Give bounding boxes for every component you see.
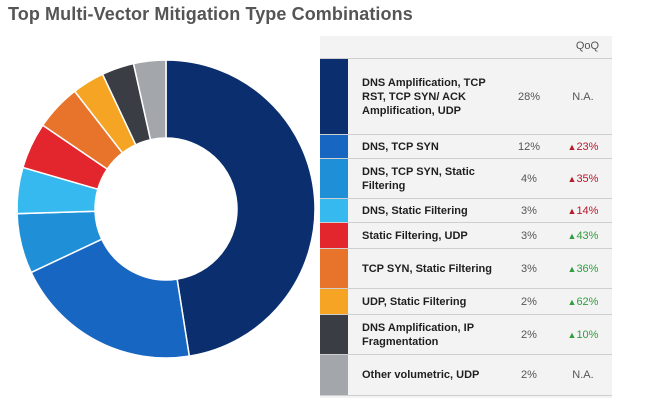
legend-swatch bbox=[320, 59, 348, 134]
share-value: 2% bbox=[521, 369, 537, 381]
qoq-text: 35% bbox=[576, 172, 599, 185]
legend-label: DNS, TCP SYN bbox=[362, 140, 439, 153]
legend-swatch bbox=[320, 289, 348, 314]
qoq-text: 10% bbox=[576, 328, 599, 341]
qoq-value: ▲14% bbox=[554, 205, 612, 217]
qoq-value: ▲43% bbox=[554, 230, 612, 242]
table-row: TCP SYN, Static Filtering 3% ▲36% bbox=[320, 249, 612, 289]
qoq-text: 62% bbox=[576, 295, 599, 308]
legend-label: DNS Amplification, IP Fragmentation bbox=[362, 321, 474, 348]
chart-title: Top Multi-Vector Mitigation Type Combina… bbox=[8, 4, 413, 24]
table-row: DNS Amplification, TCP RST, TCP SYN/ ACK… bbox=[320, 59, 612, 135]
arrow-up-icon: ▲ bbox=[567, 296, 577, 307]
share-value: 4% bbox=[521, 172, 537, 185]
legend-swatch bbox=[320, 249, 348, 288]
legend-table: DNS Amplification, TCP RST, TCP SYN/ ACK… bbox=[320, 59, 612, 396]
table-row: Static Filtering, UDP 3% ▲43% bbox=[320, 223, 612, 249]
legend-label: DNS, Static Filtering bbox=[362, 204, 468, 217]
qoq-value: ▲35% bbox=[554, 173, 612, 185]
donut-slice-9 bbox=[132, 59, 167, 141]
arrow-up-icon: ▲ bbox=[567, 329, 577, 340]
qoq-text: N.A. bbox=[572, 369, 594, 381]
legend-label: TCP SYN, Static Filtering bbox=[362, 262, 492, 275]
donut-slice-2 bbox=[30, 238, 191, 359]
arrow-up-icon: ▲ bbox=[567, 141, 577, 152]
table-row: UDP, Static Filtering 2% ▲62% bbox=[320, 289, 612, 315]
qoq-value: N.A. bbox=[554, 91, 612, 103]
legend-swatch bbox=[320, 223, 348, 248]
qoq-column-header: QoQ bbox=[575, 40, 600, 52]
legend-swatch bbox=[320, 315, 348, 354]
arrow-up-icon: ▲ bbox=[567, 205, 577, 216]
legend-label: Static Filtering, UDP bbox=[362, 229, 468, 242]
share-value: 3% bbox=[521, 229, 537, 242]
share-value: 2% bbox=[521, 328, 537, 341]
qoq-text: 43% bbox=[576, 229, 599, 242]
table-row: DNS, TCP SYN, Static Filtering 4% ▲35% bbox=[320, 159, 612, 199]
legend-label: DNS Amplification, TCP RST, TCP SYN/ ACK… bbox=[362, 76, 486, 117]
table-header-divider bbox=[320, 58, 612, 59]
qoq-text: N.A. bbox=[572, 90, 594, 103]
table-row: Other volumetric, UDP 2% N.A. bbox=[320, 355, 612, 396]
legend-label: Other volumetric, UDP bbox=[362, 369, 480, 381]
legend-swatch bbox=[320, 199, 348, 222]
table-row: DNS, TCP SYN 12% ▲23% bbox=[320, 135, 612, 159]
legend-label: UDP, Static Filtering bbox=[362, 295, 467, 308]
share-value: 3% bbox=[521, 262, 537, 275]
legend-label: DNS, TCP SYN, Static Filtering bbox=[362, 165, 475, 192]
qoq-text: 23% bbox=[576, 140, 599, 153]
arrow-up-icon: ▲ bbox=[567, 173, 577, 184]
share-value: 2% bbox=[521, 295, 537, 308]
qoq-value: ▲10% bbox=[554, 329, 612, 341]
donut-slice-1 bbox=[165, 59, 316, 358]
qoq-value: ▲23% bbox=[554, 141, 612, 153]
legend-swatch bbox=[320, 135, 348, 158]
qoq-text: 14% bbox=[576, 204, 599, 217]
qoq-value: ▲62% bbox=[554, 296, 612, 308]
qoq-value: N.A. bbox=[554, 369, 612, 381]
share-value: 3% bbox=[521, 204, 537, 217]
legend-swatch bbox=[320, 355, 348, 395]
table-row: DNS, Static Filtering 3% ▲14% bbox=[320, 199, 612, 223]
table-row: DNS Amplification, IP Fragmentation 2% ▲10… bbox=[320, 315, 612, 355]
arrow-up-icon: ▲ bbox=[567, 230, 577, 241]
share-value: 28% bbox=[517, 90, 541, 103]
legend-swatch bbox=[320, 159, 348, 198]
qoq-text: 36% bbox=[576, 262, 599, 275]
arrow-up-icon: ▲ bbox=[567, 263, 577, 274]
legend-table-panel bbox=[320, 36, 612, 398]
share-value: 12% bbox=[517, 140, 541, 153]
qoq-value: ▲36% bbox=[554, 263, 612, 275]
